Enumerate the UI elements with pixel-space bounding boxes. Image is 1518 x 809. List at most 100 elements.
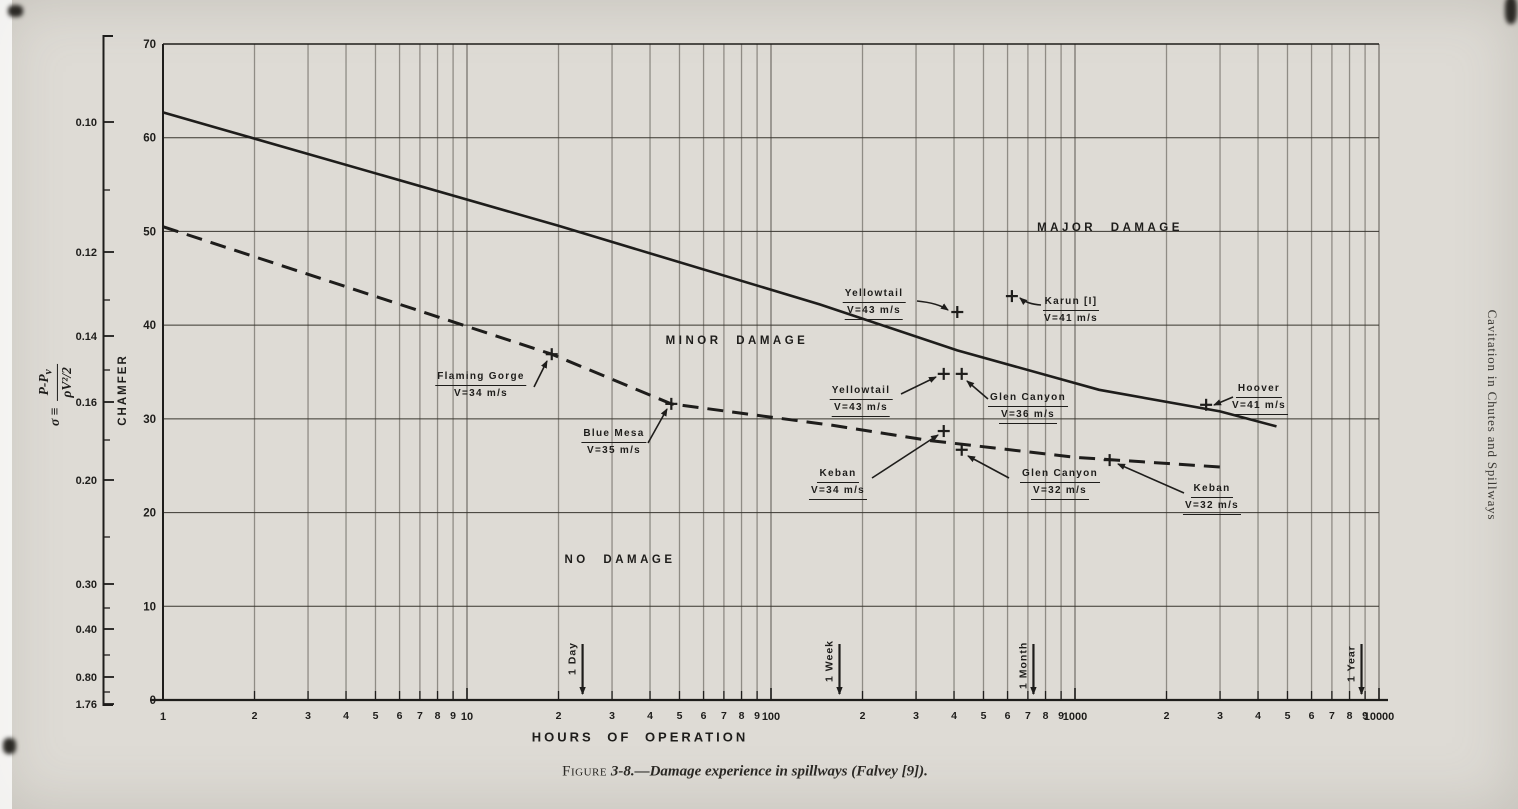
- point-name: Keban: [817, 466, 859, 483]
- leader-arrow-blue-mesa: [647, 408, 668, 444]
- page-running-head: Cavitation in Chutes and Spillways: [1485, 309, 1500, 521]
- x-axis-tick-label: 10000: [1364, 711, 1395, 723]
- scan-edge: [0, 0, 12, 809]
- x-axis-tick-label: 7: [417, 710, 423, 722]
- x-axis-tick-label: 3: [1217, 710, 1223, 722]
- point-velocity: V=36 m/s: [998, 407, 1058, 424]
- point-label-flaming-gorge: Flaming Gorge V=34 m/s: [435, 369, 527, 402]
- sigma-fraction: P-Pv ρV²/2: [35, 364, 74, 401]
- caption-figure-num: 3-8.: [607, 763, 635, 780]
- chamfer-tick-label: 70: [143, 39, 156, 51]
- chamfer-tick-label: 0: [150, 695, 156, 707]
- sigma-symbol: σ ≡: [46, 407, 62, 426]
- leader-arrow-yellowtail-minor: [900, 376, 937, 395]
- x-axis-tick-label: 9: [1362, 710, 1368, 722]
- time-marker-label: 1 Week: [823, 640, 835, 682]
- leader-arrow-keban-34: [871, 434, 939, 479]
- region-label-no-damage: NO DAMAGE: [564, 554, 676, 566]
- x-axis-tick-label: 2: [860, 710, 866, 722]
- x-axis-tick-label: 1: [160, 711, 166, 723]
- chamfer-axis-title: CHAMFER: [117, 354, 129, 426]
- x-axis-title: HOURS OF OPERATION: [531, 729, 749, 745]
- leader-arrow-keban-32: [1117, 463, 1185, 494]
- x-axis-tick-label: 5: [373, 710, 379, 722]
- major-minor-boundary: [162, 111, 1277, 428]
- point-name: Keban: [1191, 481, 1233, 498]
- x-axis-tick-label: 7: [721, 710, 727, 722]
- x-axis-tick-label: 8: [1043, 710, 1049, 722]
- sigma-tick-label: 0.20: [76, 475, 97, 487]
- x-axis-tick-label: 5: [981, 710, 987, 722]
- x-axis-tick-label: 2: [1164, 710, 1170, 722]
- point-label-blue-mesa: Blue Mesa V=35 m/s: [581, 426, 647, 459]
- point-name: Karun [I]: [1042, 294, 1100, 311]
- leader-arrow-yellowtail-major: [916, 300, 949, 311]
- leader-arrow-flaming-gorge: [533, 360, 548, 388]
- x-axis-tick-label: 3: [305, 710, 311, 722]
- x-axis-tick-label: 2: [556, 710, 562, 722]
- point-name: Flaming Gorge: [435, 369, 527, 386]
- point-label-glen-canyon-32: Glen Canyon V=32 m/s: [1020, 466, 1100, 500]
- x-axis-tick-label: 9: [754, 710, 760, 722]
- time-marker-label: 1 Day: [567, 642, 579, 675]
- chamfer-tick-label: 20: [143, 508, 156, 520]
- minor-no-boundary: [162, 225, 1229, 470]
- chamfer-tick-label: 10: [143, 601, 156, 613]
- point-name: Glen Canyon: [988, 390, 1068, 407]
- region-label-major-damage: MAJOR DAMAGE: [1037, 222, 1183, 234]
- point-label-glen-canyon-36: Glen Canyon V=36 m/s: [988, 390, 1068, 424]
- point-velocity: V=43 m/s: [831, 400, 891, 417]
- leader-arrow-hoover: [1213, 396, 1234, 406]
- x-axis-tick-label: 4: [647, 710, 653, 722]
- region-label-minor-damage: MINOR DAMAGE: [665, 335, 809, 347]
- x-axis-tick-label: 8: [739, 710, 745, 722]
- point-velocity: V=34 m/s: [453, 388, 509, 399]
- point-velocity: V=32 m/s: [1030, 483, 1090, 500]
- scan-smudge: [1505, 0, 1517, 24]
- point-velocity: V=41 m/s: [1229, 398, 1289, 415]
- x-axis-tick-label: 5: [1285, 710, 1291, 722]
- x-axis-tick-label: 6: [1309, 710, 1315, 722]
- caption-figure-word: Figure: [562, 763, 608, 780]
- point-velocity: V=35 m/s: [586, 445, 642, 456]
- point-label-hoover: Hoover V=41 m/s: [1229, 381, 1289, 415]
- sigma-tick-label: 1.76: [76, 699, 97, 711]
- sigma-axis-formula: σ ≡ P-Pv ρV²/2: [35, 364, 74, 426]
- x-axis-tick-label: 10: [461, 711, 473, 723]
- chamfer-tick-label: 40: [143, 320, 156, 332]
- point-velocity: V=32 m/s: [1182, 498, 1242, 515]
- point-label-karun: Karun [I] V=41 m/s: [1042, 294, 1100, 327]
- point-name: Glen Canyon: [1020, 466, 1100, 483]
- time-marker-label: 1 Month: [1017, 642, 1029, 689]
- sigma-tick-label: 0.16: [76, 397, 97, 409]
- x-axis-tick-label: 9: [1058, 710, 1064, 722]
- x-axis-tick-label: 5: [677, 710, 683, 722]
- sigma-tick-label: 0.10: [76, 117, 97, 129]
- point-label-keban-34: Keban V=34 m/s: [808, 466, 868, 500]
- sigma-tick-label: 0.40: [76, 624, 97, 636]
- figure-caption: Figure 3-8.—Damage experience in spillwa…: [562, 764, 928, 781]
- x-axis-tick-label: 6: [1005, 710, 1011, 722]
- point-velocity: V=34 m/s: [808, 483, 868, 500]
- x-axis-tick-label: 3: [913, 710, 919, 722]
- point-velocity: V=41 m/s: [1043, 313, 1099, 324]
- sigma-tick-label: 0.12: [76, 247, 97, 259]
- chamfer-tick-label: 50: [143, 226, 156, 238]
- x-axis-tick-label: 100: [762, 711, 780, 723]
- x-axis-tick-label: 8: [435, 710, 441, 722]
- x-axis-tick-label: 3: [609, 710, 615, 722]
- leader-arrow-glen-canyon-36: [966, 380, 989, 400]
- sigma-tick-label: 0.30: [76, 579, 97, 591]
- sigma-tick-label: 0.80: [76, 672, 97, 684]
- point-name: Blue Mesa: [581, 426, 647, 443]
- point-name: Yellowtail: [829, 383, 893, 400]
- x-axis-tick-label: 4: [343, 710, 349, 722]
- x-axis-tick-label: 6: [397, 710, 403, 722]
- x-axis-tick-label: 4: [951, 710, 957, 722]
- x-axis-tick-label: 9: [450, 710, 456, 722]
- point-name: Yellowtail: [842, 286, 906, 303]
- chamfer-tick-label: 60: [143, 133, 156, 145]
- x-axis-tick-label: 4: [1255, 710, 1261, 722]
- point-label-yellowtail-minor: Yellowtail V=43 m/s: [829, 383, 893, 417]
